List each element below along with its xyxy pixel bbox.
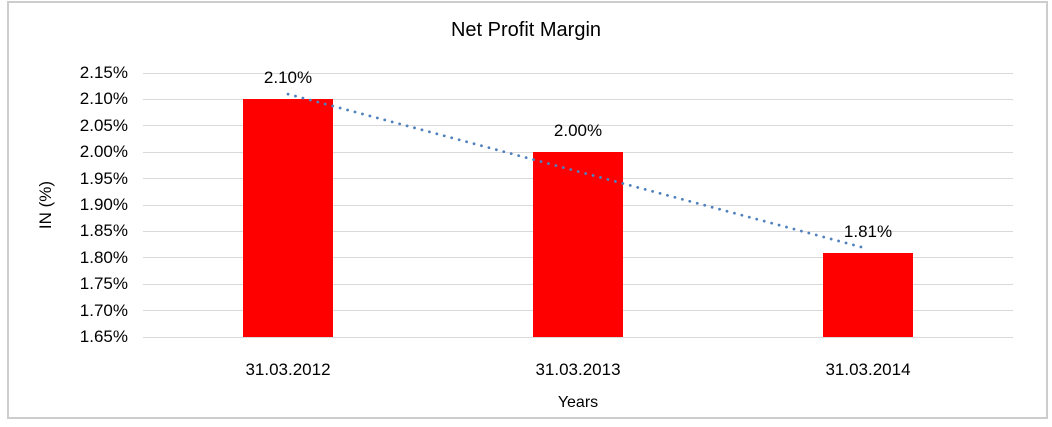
gridline-1	[143, 98, 1013, 100]
y-tick-label-2: 2.05%	[79, 115, 128, 135]
y-tick-label-10: 1.65%	[79, 327, 128, 346]
y-tick-label-8: 1.75%	[79, 274, 128, 294]
bar-0	[243, 99, 333, 337]
y-tick-label-6: 1.85%	[79, 221, 128, 241]
gridline-10	[143, 336, 1013, 338]
y-tick-label-0: 2.15%	[79, 63, 128, 82]
chart-border-frame	[7, 1, 1048, 419]
x-tick-label-2: 31.03.2014	[825, 360, 911, 379]
data-label-1: 2.00%	[553, 121, 603, 141]
y-tick-label-1: 2.10%	[79, 89, 128, 109]
trendline	[286, 92, 864, 249]
y-tick-label-4: 1.95%	[79, 168, 128, 188]
y-tick-label-3: 2.00%	[79, 142, 128, 162]
bar-1	[533, 152, 623, 337]
y-tick-label-9: 1.70%	[79, 300, 128, 320]
x-tick-label-1: 31.03.2013	[535, 360, 621, 379]
gridline-2	[143, 125, 1013, 127]
data-label-2: 1.81%	[843, 221, 893, 241]
x-tick-label-0: 31.03.2012	[245, 360, 331, 379]
x-axis-title: Years	[557, 394, 599, 411]
data-label-0: 2.10%	[263, 68, 313, 88]
bar-2	[823, 252, 913, 337]
y-tick-label-7: 1.80%	[79, 247, 128, 267]
gridline-0	[143, 72, 1013, 74]
y-tick-label-5: 1.90%	[79, 195, 128, 214]
chart-title: Net Profit Margin	[450, 19, 602, 41]
trendline-dotted-line	[286, 92, 864, 249]
